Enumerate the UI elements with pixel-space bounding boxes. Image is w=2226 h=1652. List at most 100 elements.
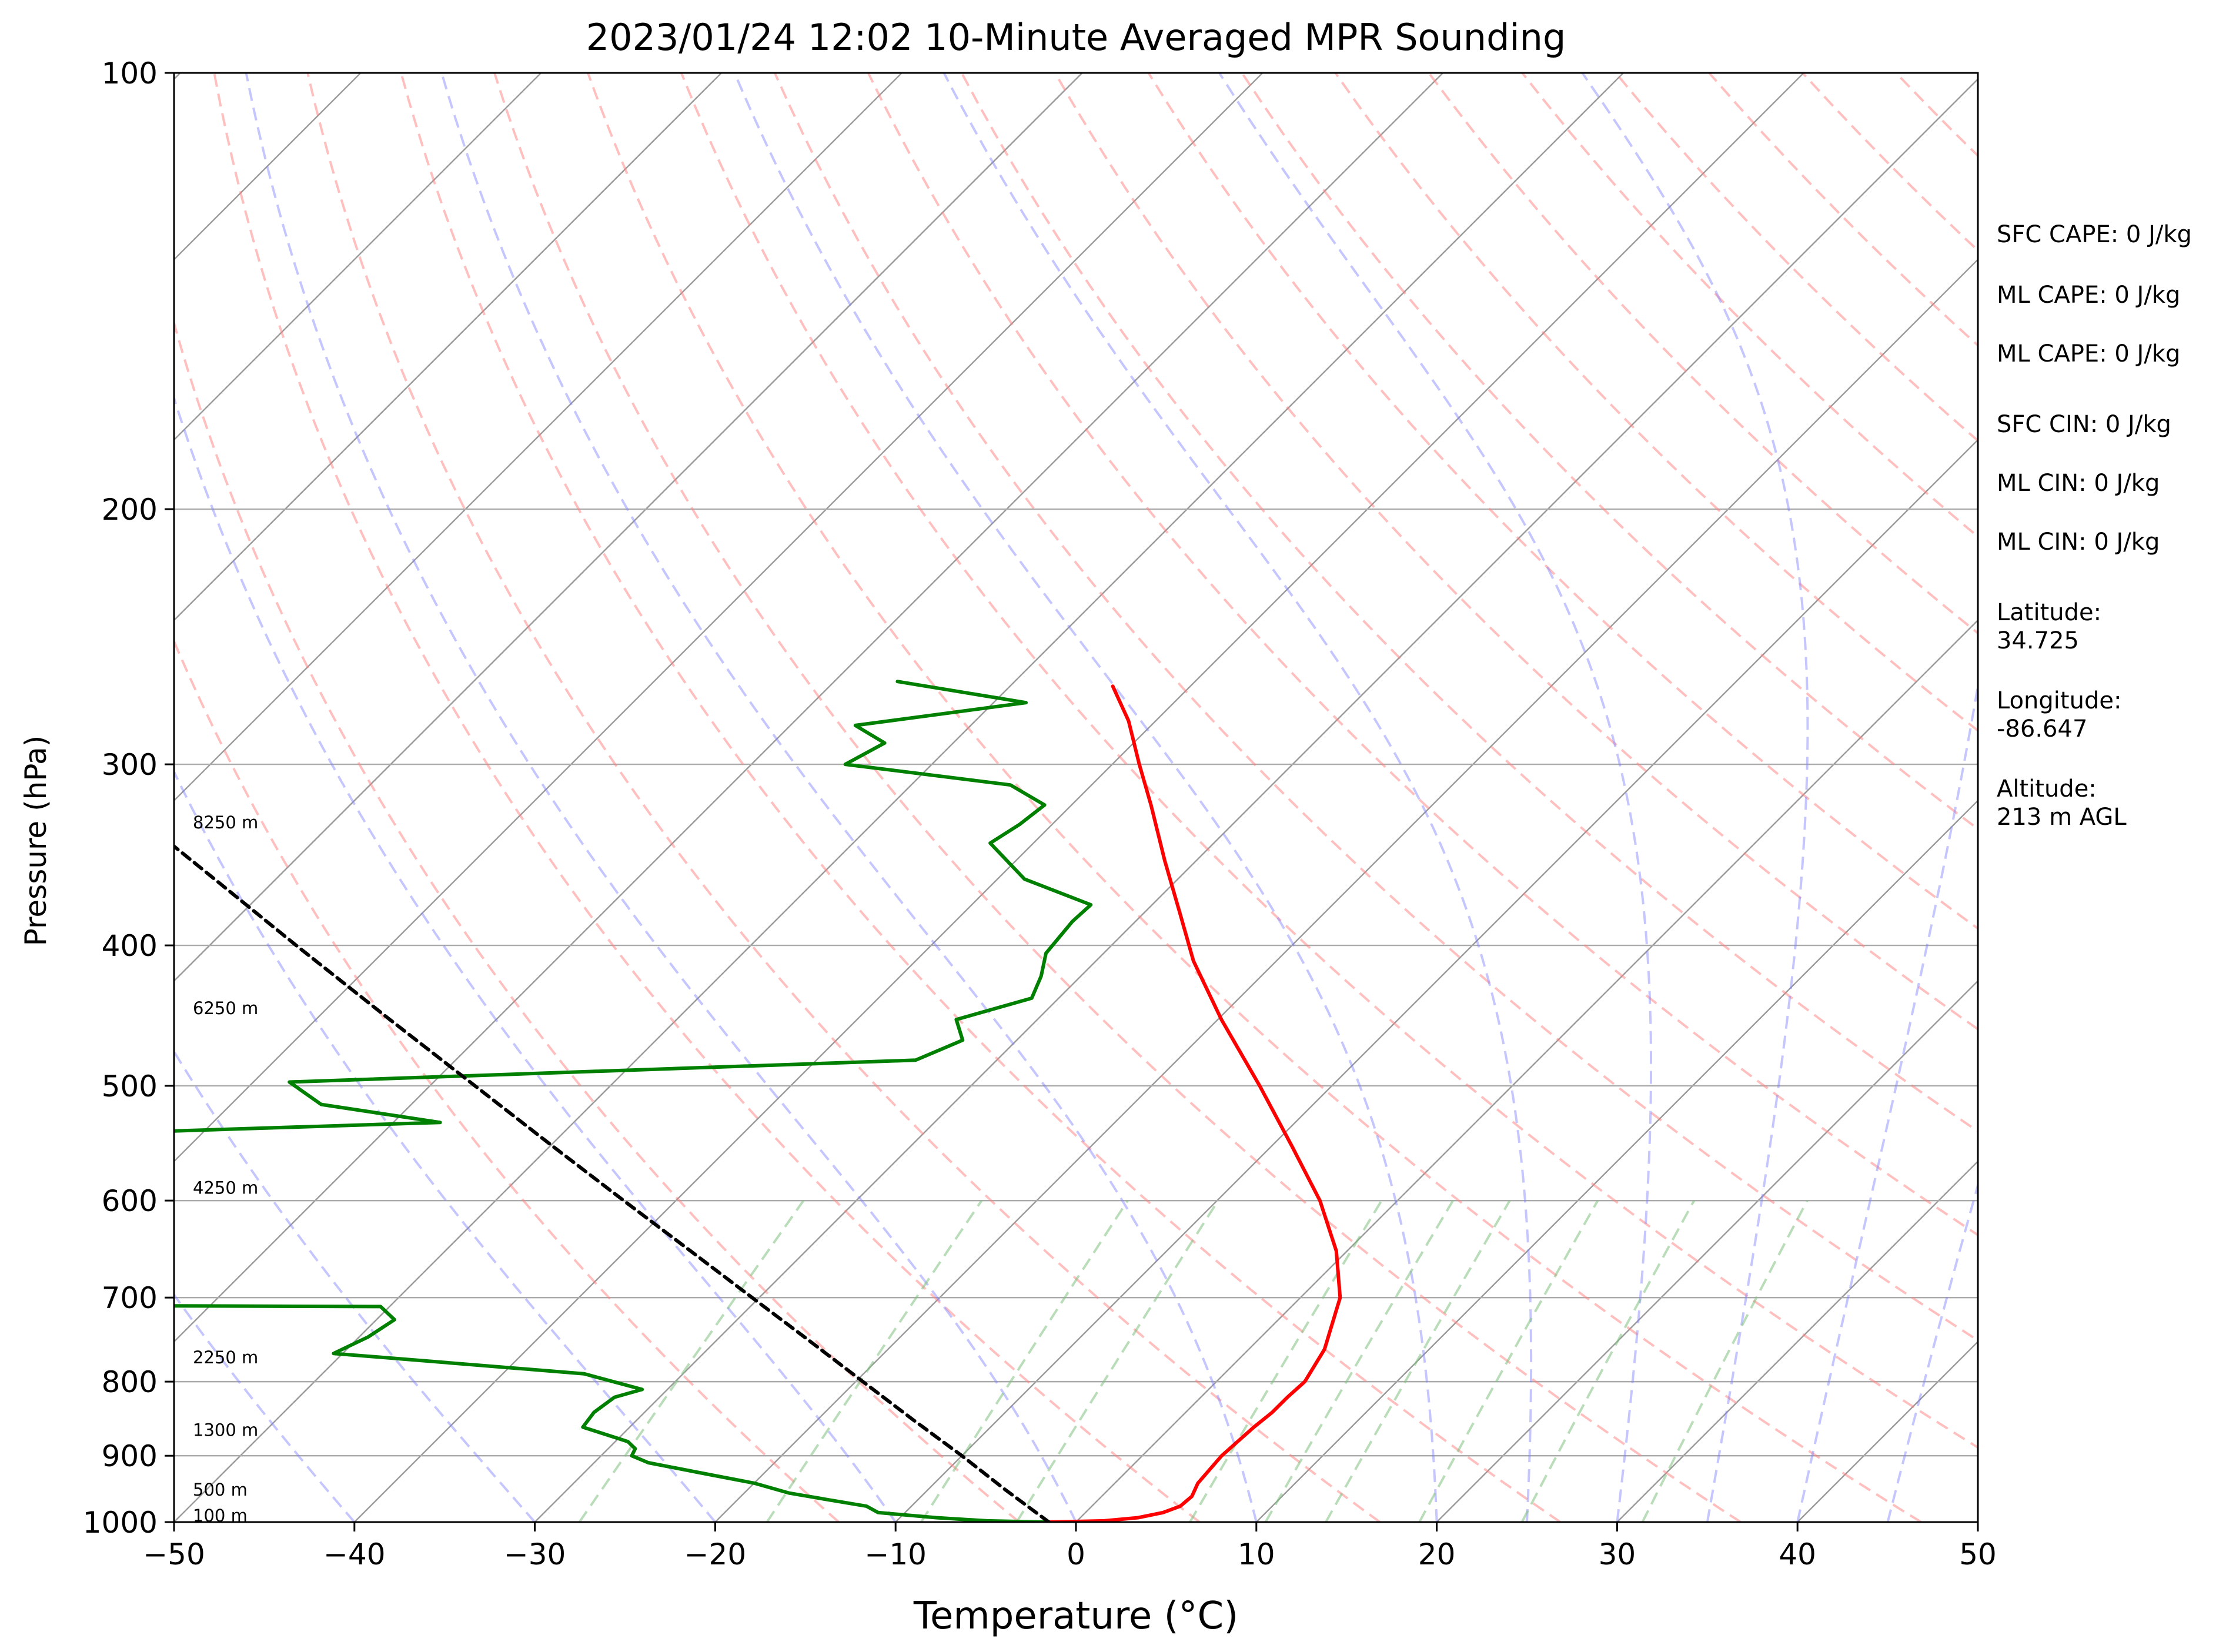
isotherm-line bbox=[895, 439, 1978, 1522]
isotherm-line bbox=[174, 73, 1264, 1163]
moist-adiabat-line bbox=[733, 73, 1438, 1522]
x-tick-label: −10 bbox=[864, 1537, 927, 1571]
isotherm-line bbox=[174, 73, 542, 441]
stats-annotation-line: 34.725 bbox=[1997, 627, 2079, 654]
dry-adiabat-line bbox=[400, 73, 1561, 1522]
stats-annotation-line: ML CAPE: 0 J/kg bbox=[1997, 340, 2180, 367]
mixing-ratio-line bbox=[920, 1200, 1129, 1522]
mixing-ratio-line bbox=[1641, 1200, 1809, 1522]
x-tick-label: 10 bbox=[1238, 1537, 1275, 1571]
moist-adiabat-line bbox=[942, 73, 1533, 1522]
dewpoint-trace bbox=[174, 680, 1093, 1522]
mixing-ratio-line bbox=[1264, 1200, 1454, 1522]
x-tick-label: 20 bbox=[1418, 1537, 1456, 1571]
y-axis-label: Pressure (hPa) bbox=[19, 735, 53, 947]
moist-adiabat-line bbox=[1796, 678, 1978, 1522]
dry-adiabat-line bbox=[1334, 73, 1978, 733]
height-labels: 8250 m 6250 m 4250 m 2250 m 1300 m 500 m 100 m bbox=[193, 812, 258, 1526]
stats-annotation-line: Longitude: bbox=[1997, 687, 2121, 714]
stats-annotation-line: Altitude: bbox=[1997, 775, 2097, 802]
height-label: 500 m bbox=[193, 1480, 248, 1500]
mixing-ratio-line bbox=[1418, 1200, 1599, 1522]
dry-adiabat-line bbox=[867, 73, 1978, 1237]
stats-annotation: ML CAPE: 0 J/kg bbox=[1997, 282, 2180, 309]
isotherm-line bbox=[353, 73, 1804, 1522]
stats-annotation: ML CAPE: 0 J/kg bbox=[1997, 340, 2180, 367]
stats-annotation: Latitude: 34.725 bbox=[1997, 599, 2101, 654]
moist-adiabat-line bbox=[1886, 1181, 1978, 1522]
dry-adiabat-line bbox=[493, 73, 1742, 1522]
mixing-ratio-line bbox=[1325, 1200, 1511, 1522]
stats-annotation-line: ML CIN: 0 J/kg bbox=[1997, 529, 2160, 556]
isotherm-line bbox=[174, 73, 722, 621]
height-label: 8250 m bbox=[193, 812, 258, 832]
dry-adiabat-line bbox=[960, 73, 1978, 1133]
stats-annotation: SFC CIN: 0 J/kg bbox=[1997, 411, 2171, 438]
mixing-ratio-line bbox=[1015, 1200, 1219, 1522]
stats-annotation-line: ML CAPE: 0 J/kg bbox=[1997, 282, 2180, 309]
moist-adiabat-line bbox=[174, 394, 897, 1522]
dry-adiabat-line bbox=[587, 73, 1922, 1522]
stats-annotation-line: ML CIN: 0 J/kg bbox=[1997, 470, 2160, 497]
mixing-ratio-line bbox=[1520, 1200, 1696, 1522]
dry-adiabat-line bbox=[213, 73, 1201, 1522]
height-label: 6250 m bbox=[193, 998, 258, 1018]
isotherm-line bbox=[1616, 1160, 1978, 1522]
stats-annotation: ML CIN: 0 J/kg bbox=[1997, 470, 2160, 497]
x-tick-label: −40 bbox=[323, 1537, 386, 1571]
height-label: 1300 m bbox=[193, 1420, 258, 1440]
moist-adiabat-line bbox=[174, 1049, 536, 1522]
y-tick-label: 600 bbox=[102, 1184, 158, 1218]
x-tick-label: 0 bbox=[1067, 1537, 1085, 1571]
height-label: 100 m bbox=[193, 1506, 248, 1526]
stats-panel: SFC CAPE: 0 J/kg ML CAPE: 0 J/kg ML CAPE: … bbox=[1997, 221, 2192, 831]
mixing-ratio-line bbox=[1189, 1200, 1383, 1522]
isotherm-line bbox=[1255, 800, 1978, 1522]
mixing-ratio-line bbox=[578, 1199, 805, 1522]
dry-adiabat-line bbox=[174, 638, 840, 1522]
temperature-trace bbox=[1047, 684, 1342, 1522]
dry-adiabat-line bbox=[1147, 73, 1978, 930]
y-tick-label: 800 bbox=[102, 1365, 158, 1399]
isotherm-line bbox=[534, 78, 1978, 1522]
stats-annotation-line: SFC CAPE: 0 J/kg bbox=[1997, 221, 2192, 248]
dry-adiabat-line bbox=[174, 319, 1020, 1522]
x-tick-label: −20 bbox=[684, 1537, 747, 1571]
sounding-traces bbox=[174, 680, 1342, 1522]
stats-annotation: Longitude: -86.647 bbox=[1997, 687, 2121, 743]
stats-annotation: Altitude: 213 m AGL bbox=[1997, 775, 2127, 831]
moist-adiabat-line bbox=[1218, 73, 1653, 1522]
isotherm-line bbox=[714, 258, 1978, 1522]
dry-adiabat-line bbox=[1241, 73, 1978, 831]
isotherm-line bbox=[1075, 619, 1978, 1522]
stats-annotation-line: SFC CIN: 0 J/kg bbox=[1997, 411, 2171, 438]
moist-adiabat-line bbox=[174, 769, 716, 1522]
y-tick-label: 400 bbox=[102, 929, 158, 963]
isotherm-line bbox=[174, 73, 1444, 1343]
moist-adiabat-line bbox=[245, 73, 1077, 1522]
plot-area bbox=[174, 73, 1978, 1522]
isotherm-line bbox=[1436, 979, 1978, 1522]
stats-annotation-line: 213 m AGL bbox=[1997, 804, 2127, 831]
x-tick-label: −50 bbox=[143, 1537, 205, 1571]
x-axis-label: Temperature (°C) bbox=[913, 1594, 1238, 1638]
stats-annotation: ML CIN: 0 J/kg bbox=[1997, 529, 2160, 556]
chart-title: 2023/01/24 12:02 10-Minute Averaged MPR … bbox=[586, 16, 1566, 59]
dry-adiabat-line bbox=[306, 73, 1381, 1522]
y-tick-label: 100 bbox=[102, 56, 158, 91]
dry-adiabat-line bbox=[680, 73, 1978, 1449]
x-tick-label: 40 bbox=[1779, 1537, 1816, 1571]
y-tick-label: 500 bbox=[102, 1069, 158, 1103]
y-tick-label: 900 bbox=[102, 1439, 158, 1473]
stats-annotation-line: -86.647 bbox=[1997, 715, 2087, 743]
y-tick-label: 200 bbox=[102, 493, 158, 527]
isotherm-line bbox=[174, 73, 1083, 982]
moist-adiabat-line bbox=[440, 73, 1258, 1522]
height-label: 4250 m bbox=[193, 1178, 258, 1198]
axes: −50 −40 −30 −20 −10 0 10 20 30 40 50 1000 900 800 700 6… bbox=[83, 56, 1997, 1571]
moist-adiabat-line bbox=[1581, 73, 1809, 1522]
y-tick-label: 700 bbox=[102, 1281, 158, 1315]
parcel-profile-trace bbox=[174, 844, 1051, 1522]
